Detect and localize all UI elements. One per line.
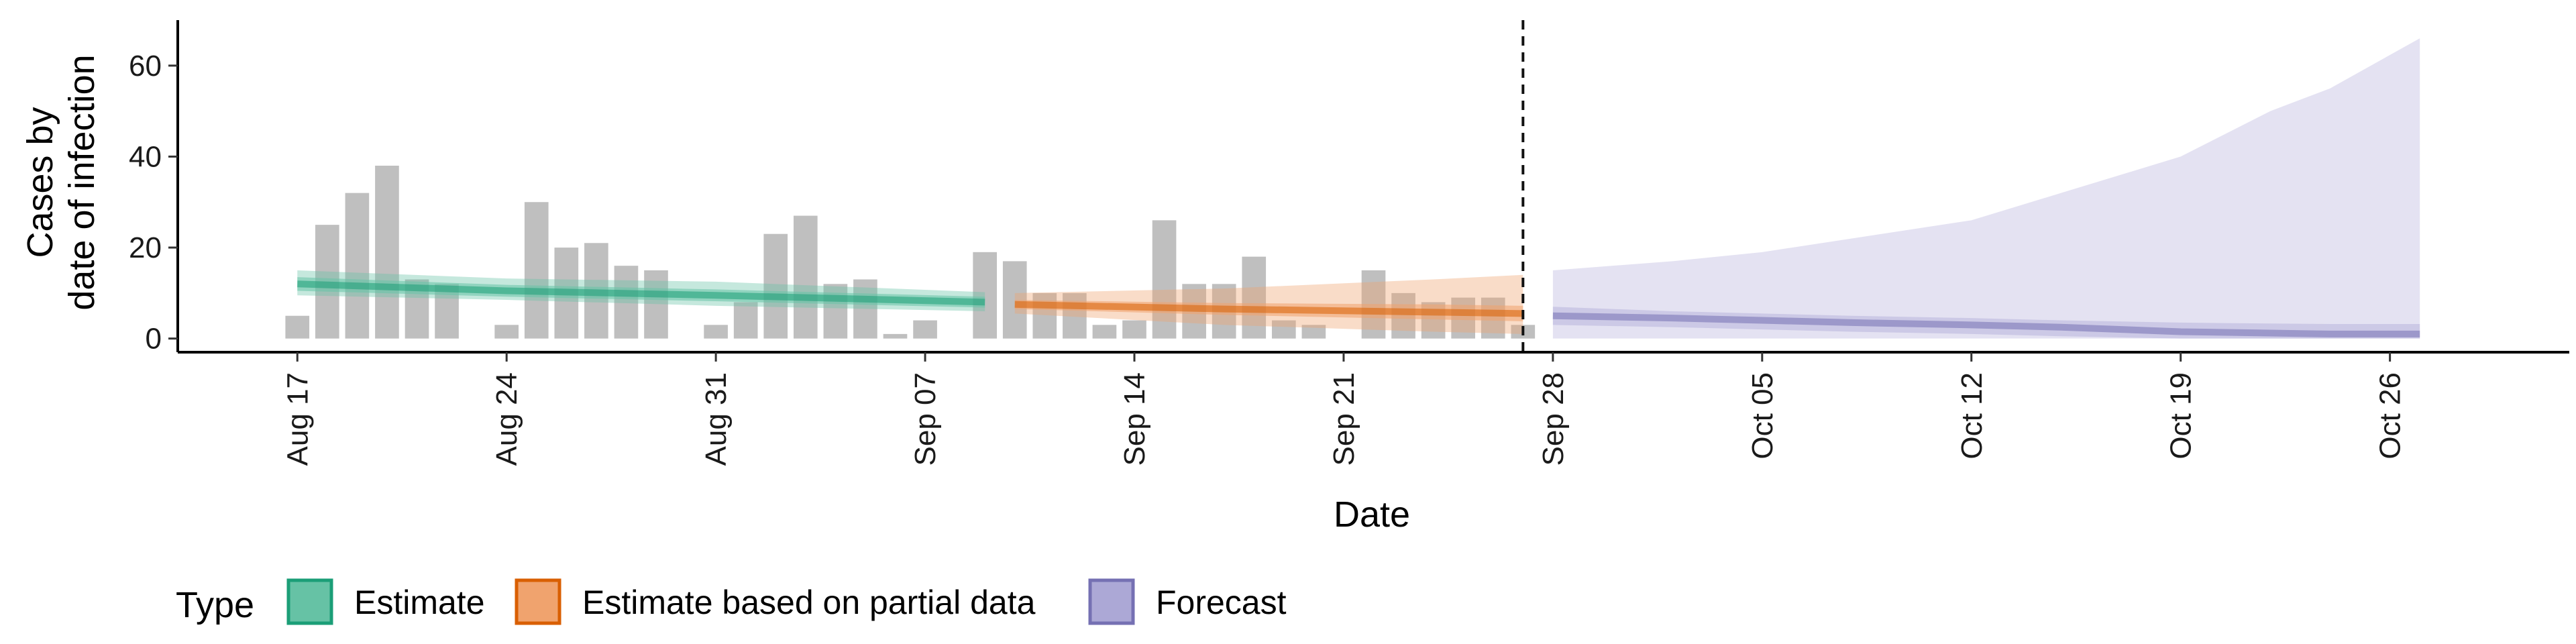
case-bar (733, 302, 758, 339)
y-tick-label: 60 (129, 50, 162, 83)
x-tick-label: Sep 14 (1118, 372, 1151, 466)
case-bar (973, 252, 998, 339)
legend-swatch (286, 578, 333, 625)
legend-entry: Forecast (1088, 578, 1287, 625)
x-tick-label: Aug 17 (281, 372, 314, 466)
series-1 (297, 270, 985, 311)
x-axis-ticks: Aug 17 Aug 24 Aug 31 Sep 07 Sep 14 Sep 21 Sep … (281, 352, 2407, 466)
x-tick-label: Oct 12 (1955, 372, 1988, 460)
outer-band (1552, 38, 2420, 339)
y-tick-label: 40 (129, 140, 162, 173)
case-bar (1092, 325, 1117, 339)
legend: Type Estimate Estimate based on partial d… (176, 578, 1287, 625)
y-axis-title: Cases by date of infection (20, 54, 102, 310)
case-bar (494, 325, 519, 339)
x-tick-label: Sep 28 (1537, 372, 1570, 466)
median-line (297, 280, 985, 306)
case-bar (1152, 220, 1177, 339)
y-axis-title-line-2: date of infection (62, 54, 102, 310)
y-axis-title-line-1: Cases by (20, 107, 60, 258)
case-bar (883, 333, 908, 339)
case-bar (1063, 292, 1087, 339)
x-tick-label: Aug 31 (700, 372, 733, 466)
case-bar (704, 325, 728, 339)
legend-swatch (515, 578, 561, 625)
x-tick-label: Oct 05 (1746, 372, 1779, 460)
case-bar (793, 215, 818, 339)
legend-label: Estimate (354, 584, 485, 621)
case-bar (1301, 325, 1326, 339)
case-bar (853, 279, 877, 339)
case-bar (1242, 256, 1267, 339)
legend-swatch (1088, 578, 1135, 625)
case-bar (913, 320, 937, 339)
x-tick-label: Sep 07 (909, 372, 942, 466)
median-line (1552, 312, 2420, 337)
y-tick-label: 20 (129, 231, 162, 264)
x-tick-label: Oct 19 (2165, 372, 2198, 460)
y-axis-ticks: 0 20 40 60 (129, 50, 178, 356)
x-tick-label: Oct 26 (2374, 372, 2407, 460)
case-bar (345, 193, 370, 339)
series-3 (1552, 38, 2420, 339)
legend-entry: Estimate based on partial data (515, 578, 1036, 625)
case-bar (1271, 320, 1296, 339)
case-bar (644, 270, 668, 339)
legend-label: Forecast (1156, 584, 1287, 621)
case-bar (763, 233, 788, 339)
legend-title: Type (176, 585, 254, 625)
x-tick-label: Aug 24 (490, 372, 523, 466)
case-bar (524, 202, 549, 339)
case-bars (285, 165, 1536, 339)
case-bar (1122, 320, 1146, 339)
x-axis-title: Date (1334, 494, 1410, 535)
legend-entry: Estimate (286, 578, 485, 625)
legend-entries: Estimate Estimate based on partial data Fo… (286, 578, 1287, 625)
y-tick-label: 0 (146, 323, 162, 356)
case-bar (614, 266, 639, 339)
x-tick-label: Sep 21 (1328, 372, 1360, 466)
case-bar (285, 315, 310, 339)
series-2 (1014, 274, 1523, 334)
legend-label: Estimate based on partial data (582, 584, 1036, 621)
case-bar (375, 165, 399, 339)
median-line (1014, 301, 1523, 317)
axes (176, 20, 2569, 354)
estimate-bands (297, 38, 2420, 339)
